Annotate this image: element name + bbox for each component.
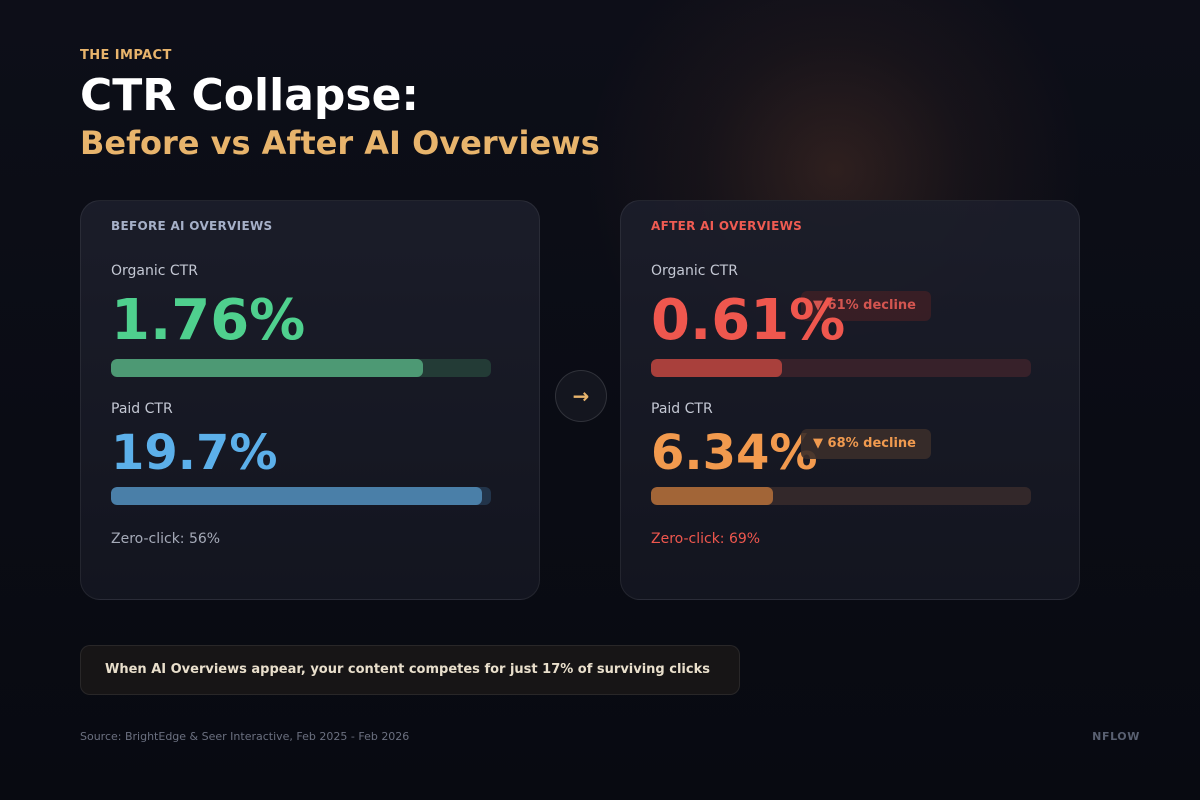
paid-decline-badge: ▼ 68% decline — [801, 429, 931, 459]
after-organic-bar-fill — [651, 359, 783, 377]
before-paid-value: 19.7% — [111, 425, 278, 481]
after-card: AFTER AI OVERVIEWS Organic CTR ▼ 61% dec… — [620, 200, 1080, 600]
after-paid-bar-fill — [651, 487, 773, 505]
after-zero-click: Zero-click: 69% — [651, 531, 761, 547]
before-paid-bar — [111, 487, 491, 505]
page-title: CTR Collapse: — [80, 70, 420, 121]
after-organic-bar — [651, 359, 1031, 377]
before-paid-label: Paid CTR — [111, 401, 173, 417]
before-organic-bar — [111, 359, 491, 377]
before-organic-label: Organic CTR — [111, 263, 198, 279]
organic-decline-badge: ▼ 61% decline — [801, 291, 931, 321]
after-paid-bar — [651, 487, 1031, 505]
before-organic-value: 1.76% — [111, 288, 306, 353]
after-paid-label: Paid CTR — [651, 401, 713, 417]
arrow-right-icon: → — [555, 370, 607, 422]
before-paid-bar-fill — [111, 487, 482, 505]
before-zero-click: Zero-click: 56% — [111, 531, 221, 547]
insight-callout: When AI Overviews appear, your content c… — [80, 645, 740, 695]
before-organic-bar-fill — [111, 359, 423, 377]
after-organic-label: Organic CTR — [651, 263, 738, 279]
before-card: BEFORE AI OVERVIEWS Organic CTR 1.76% Pa… — [80, 200, 540, 600]
eyebrow-label: THE IMPACT — [80, 48, 172, 63]
after-card-label: AFTER AI OVERVIEWS — [651, 219, 803, 233]
before-card-label: BEFORE AI OVERVIEWS — [111, 219, 273, 233]
source-citation: Source: BrightEdge & Seer Interactive, F… — [80, 730, 410, 743]
page-subtitle: Before vs After AI Overviews — [80, 124, 600, 162]
after-paid-value: 6.34% — [651, 425, 818, 481]
after-organic-value: 0.61% — [651, 288, 846, 353]
brand-logo-text: NFLOW — [1092, 730, 1140, 743]
